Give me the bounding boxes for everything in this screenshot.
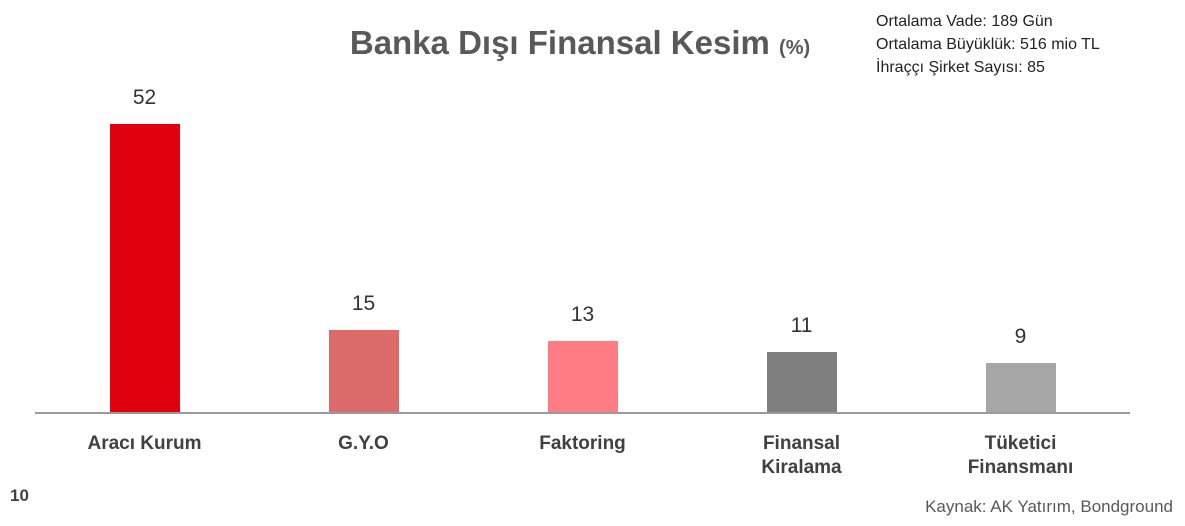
- value-label: 52: [132, 86, 157, 109]
- x-tick-label: Faktoring: [483, 432, 683, 456]
- bar: [766, 351, 837, 413]
- baseline: [35, 412, 1130, 414]
- category-text: Aracı Kurum: [87, 433, 202, 454]
- category-text: Faktoring: [539, 433, 626, 454]
- bar: [985, 362, 1056, 413]
- x-tick-label: Finansal Kiralama: [702, 432, 902, 480]
- note: Ortalama Büyüklük: 516 mio TL: [876, 36, 1100, 53]
- note: Ortalama Vade: 189 Gün: [876, 13, 1053, 30]
- x-tick-label: Tüketici Finansmanı: [921, 432, 1121, 480]
- bar: [547, 340, 618, 413]
- notes: Ortalama Vade: 189 Gün Ortalama Büyüklük…: [876, 10, 1100, 79]
- x-tick-label: G.Y.O: [264, 432, 464, 456]
- value-label: 9: [1014, 324, 1027, 348]
- category-text: G.Y.O: [338, 433, 389, 454]
- page-number: 10: [10, 486, 29, 505]
- value-label: 13: [570, 302, 595, 326]
- category-text: Tüketici Finansmanı: [967, 433, 1074, 478]
- title-text: Banka Dışı Finansal Kesim: [349, 24, 770, 61]
- bar: [328, 329, 399, 413]
- title-unit: (%): [779, 37, 811, 59]
- chart-title: Banka Dışı Finansal Kesim (%): [230, 24, 930, 62]
- value-label: 15: [351, 291, 376, 315]
- category-text: Finansal Kiralama: [761, 433, 842, 478]
- source: Kaynak: AK Yatırım, Bondground: [925, 497, 1173, 516]
- value-label: 11: [790, 313, 813, 337]
- note: İhraççı Şirket Sayısı: 85: [876, 59, 1045, 76]
- x-tick-label: Aracı Kurum: [45, 432, 245, 456]
- bar: [109, 124, 180, 413]
